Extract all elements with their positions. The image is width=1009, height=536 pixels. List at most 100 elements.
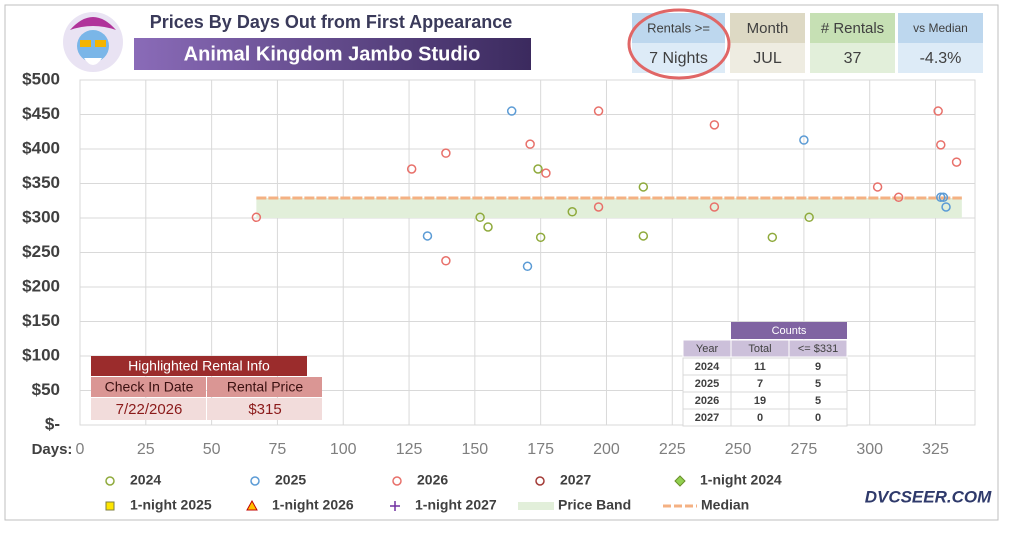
point — [767, 232, 778, 243]
legend-marker — [105, 501, 115, 511]
point — [541, 168, 551, 178]
stat-label: # Rentals — [821, 20, 884, 37]
stat-value-box — [632, 43, 725, 73]
x-tick-label: 0 — [76, 441, 85, 458]
point — [593, 202, 604, 212]
table-value: 2027 — [695, 412, 719, 424]
legend-label: 1-night 2026 — [272, 497, 354, 513]
table-cell — [788, 408, 848, 427]
table-column: Total — [748, 343, 771, 355]
point — [567, 207, 577, 217]
stat-label-box — [730, 13, 805, 43]
stat-value: JUL — [753, 50, 782, 67]
table-header — [731, 322, 847, 339]
point — [951, 157, 962, 167]
table-value: 2025 — [695, 378, 719, 390]
x-tick-label: 175 — [527, 441, 554, 458]
point — [638, 231, 649, 241]
legend-label: Price Band — [558, 497, 631, 513]
legend-label: 2025 — [275, 472, 306, 488]
legend-label: Median — [701, 497, 749, 513]
stat-value: 7 Nights — [649, 50, 708, 67]
legend-marker — [392, 476, 402, 486]
resort-name: Animal Kingdom Jambo Studio — [184, 43, 481, 65]
point — [533, 164, 543, 174]
y-tick-label: $50 — [32, 380, 60, 399]
table-column: <= $331 — [798, 343, 838, 355]
point — [638, 182, 649, 192]
legend-label: 1-night 2025 — [130, 497, 212, 513]
table-cell — [91, 398, 206, 420]
x-tick-label: 75 — [269, 441, 287, 458]
point — [475, 212, 485, 223]
y-tick-label: $300 — [22, 207, 60, 226]
x-tick-label: 325 — [922, 441, 949, 458]
x-tick-label: 250 — [725, 441, 752, 458]
y-tick-label: $350 — [22, 173, 60, 192]
table-value: 19 — [754, 395, 766, 407]
point — [936, 140, 946, 150]
point — [441, 256, 451, 266]
legend-label: 1-night 2027 — [415, 497, 497, 513]
point — [525, 139, 535, 149]
legend-marker — [250, 476, 260, 486]
x-tick-label: 50 — [203, 441, 221, 458]
table-column: Rental Price — [227, 379, 303, 395]
x-tick-label: 25 — [137, 441, 155, 458]
x-tick-label: 300 — [856, 441, 883, 458]
point — [441, 148, 451, 158]
x-tick-label: 225 — [659, 441, 686, 458]
point — [936, 192, 946, 203]
x-tick-label: 200 — [593, 441, 620, 458]
legend-marker — [246, 499, 258, 511]
point — [251, 212, 262, 223]
stat-label: Month — [747, 20, 789, 37]
table-title: Counts — [772, 325, 807, 337]
table-cell — [207, 398, 322, 420]
table-value: $315 — [248, 401, 281, 418]
point — [506, 106, 517, 116]
legend-label: 2027 — [560, 472, 591, 488]
point — [893, 192, 904, 203]
table-header — [91, 356, 307, 376]
y-tick-label: $250 — [22, 242, 60, 261]
x-tick-label: 100 — [330, 441, 357, 458]
legend-marker — [674, 475, 686, 487]
x-axis-label: Days: — [32, 441, 73, 458]
stat-label-box — [810, 13, 895, 43]
y-tick-label: $500 — [22, 69, 60, 88]
table-value: 0 — [757, 412, 763, 424]
point — [709, 120, 720, 130]
y-tick-label: $- — [45, 414, 60, 433]
table-cell — [788, 339, 848, 358]
logo — [63, 12, 123, 72]
table-value: 7/22/2026 — [116, 401, 183, 418]
table-value: 2026 — [695, 395, 719, 407]
table-column: Check In Date — [105, 379, 194, 395]
legend-label: 1-night 2024 — [700, 472, 782, 488]
resort-banner — [134, 38, 531, 70]
stat-value-box — [810, 43, 895, 73]
point — [709, 202, 720, 212]
table-value: 2024 — [695, 361, 720, 373]
table-value: 5 — [815, 378, 821, 390]
legend-label: 2024 — [130, 472, 161, 488]
x-tick-label: 275 — [791, 441, 818, 458]
table-value: 9 — [815, 361, 821, 373]
watermark: DVCSEER.COM — [865, 487, 992, 506]
legend-marker — [390, 501, 400, 511]
point — [593, 106, 604, 116]
table-column: Year — [696, 343, 719, 355]
legend-label: 2026 — [417, 472, 448, 488]
highlight-ring — [627, 8, 731, 80]
title: Prices By Days Out from First Appearance — [150, 12, 512, 32]
table-value: 5 — [815, 395, 821, 407]
stat-label: Rentals >= — [647, 20, 710, 35]
table-cell — [91, 377, 206, 397]
stat-label: vs Median — [913, 21, 968, 35]
y-tick-label: $100 — [22, 345, 60, 364]
stat-label-box — [898, 13, 983, 43]
point — [872, 182, 883, 192]
stat-value-box — [898, 43, 983, 73]
